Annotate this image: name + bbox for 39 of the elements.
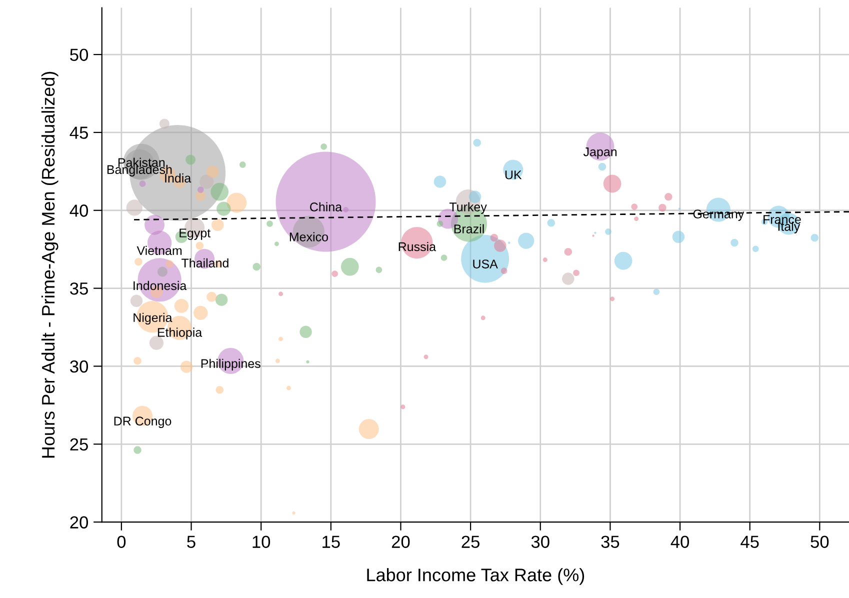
y-tick-label: 30 (70, 360, 88, 373)
annotation: Ethiopia (158, 328, 202, 340)
annotation: Russia (398, 242, 436, 252)
annotation: France (764, 215, 801, 224)
annotation: Japan (583, 148, 617, 159)
annotation: Pakistan (118, 158, 165, 167)
annotation: USA (473, 260, 498, 268)
annotation: Mexico (290, 232, 328, 242)
y-tick-label: 50 (70, 48, 88, 61)
annotation: Thailand (182, 258, 228, 268)
x-tick-label: 5 (187, 536, 196, 548)
y-tick-label: 35 (70, 282, 88, 295)
x-axis-title: Labor Income Tax Rate (%) (367, 568, 584, 585)
annotation: Vietnam (136, 246, 182, 256)
x-tick-label: 10 (252, 536, 270, 548)
annotation: Brazil (454, 224, 484, 234)
annotation: DR Congo (114, 416, 172, 428)
x-tick-label: 45 (740, 536, 759, 548)
annotation: China (310, 202, 342, 212)
annotation: Turkey (449, 202, 487, 214)
x-tick-label: 30 (531, 536, 550, 548)
annotation: Egypt (180, 228, 210, 240)
x-tick-label: 35 (601, 536, 620, 548)
x-tick-label: 50 (810, 536, 829, 548)
y-tick-label: 40 (70, 204, 88, 217)
x-tick-label: 0 (117, 536, 126, 548)
x-tick-label: 40 (670, 536, 689, 548)
x-tick-label: 25 (462, 536, 480, 548)
annotation: Nigeria (134, 312, 172, 325)
x-tick-label: 15 (322, 536, 340, 548)
annotation: Italy (778, 222, 800, 234)
y-tick-label: 45 (70, 126, 88, 139)
y-tick-label: 25 (70, 438, 88, 451)
annotation: Philippines (201, 358, 260, 370)
y-axis-title: Hours Per Adult - Prime-Age Men (Residualized) (41, 72, 58, 458)
y-tick-label: 20 (70, 516, 88, 529)
x-tick-label: 20 (392, 536, 410, 548)
annotation: Indonesia (134, 280, 187, 290)
annotation: UK (505, 170, 522, 180)
